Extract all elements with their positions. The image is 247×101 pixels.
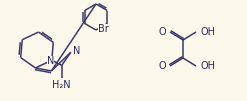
Text: H₂N: H₂N <box>52 80 71 90</box>
Text: N: N <box>47 56 54 66</box>
Text: OH: OH <box>200 27 215 37</box>
Text: O: O <box>158 61 166 71</box>
Text: O: O <box>158 27 166 37</box>
Text: Br: Br <box>98 24 109 34</box>
Text: N: N <box>73 46 80 56</box>
Text: OH: OH <box>200 61 215 71</box>
